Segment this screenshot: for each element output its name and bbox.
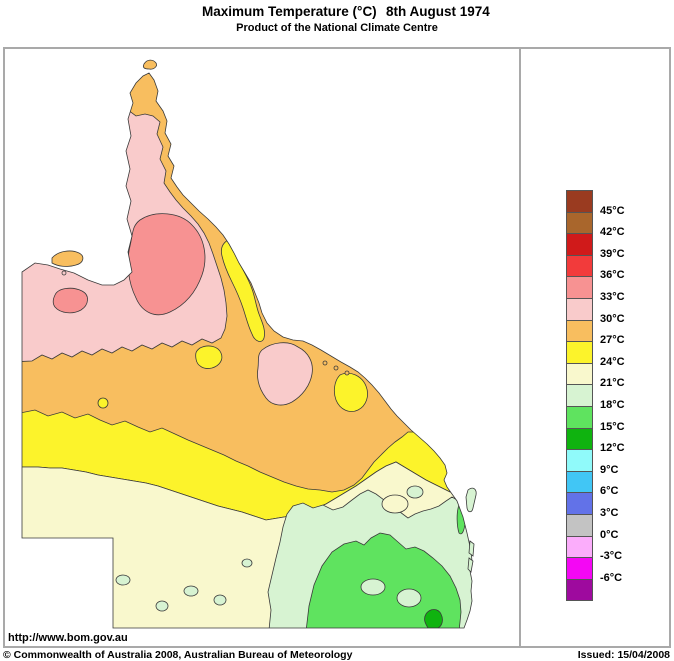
region-18-21-blob (241, 558, 253, 568)
legend-label: 15°C (600, 420, 625, 433)
legend-label: 36°C (600, 269, 625, 282)
region-24-27-dot (97, 397, 109, 409)
region-21-24-hole (381, 494, 409, 514)
region-18-21-blob (406, 485, 424, 499)
legend-swatch (566, 254, 593, 278)
legend-label: 0°C (600, 528, 619, 541)
legend-swatch (566, 535, 593, 559)
region-24-27-coastal-snake (220, 239, 265, 342)
legend-swatch (566, 514, 593, 537)
temperature-legend: 45°C 42°C 39°C 36°C 33°C 30°C 27°C 24°C 21°C 18°C… (566, 190, 674, 610)
region-18-21-blob (213, 594, 227, 606)
legend-label: 24°C (600, 355, 625, 368)
region-33-36-west (52, 287, 88, 314)
region-24-27-patch (333, 372, 368, 412)
footer-issued-date: Issued: 15/04/2008 (577, 649, 670, 661)
page-title: Maximum Temperature (°C) (202, 4, 377, 19)
legend-label: 42°C (600, 226, 625, 239)
legend-label: 6°C (600, 485, 619, 498)
legend-divider (519, 47, 521, 648)
legend-swatch (566, 427, 593, 451)
legend-label: -3°C (600, 550, 623, 563)
legend-label: 12°C (600, 442, 625, 455)
legend-swatch (566, 233, 593, 256)
region-18-21-blob (155, 600, 169, 612)
legend-label: 33°C (600, 291, 625, 303)
region-33-36-central (127, 213, 206, 316)
footer-url[interactable]: http://www.bom.gov.au (8, 632, 128, 644)
legend-label: 3°C (600, 507, 619, 519)
legend-swatch (566, 449, 593, 472)
legend-label: 30°C (600, 312, 625, 325)
legend-swatch (566, 319, 593, 343)
legend-swatch (566, 470, 593, 494)
region-12-15 (424, 609, 443, 628)
region-24-27-patch (195, 345, 223, 369)
legend-swatch (566, 384, 593, 407)
legend-swatch (566, 341, 593, 364)
legend-swatch (566, 211, 593, 235)
island-whitsunday (344, 370, 350, 376)
region-18-21-blob (183, 585, 199, 597)
page-subtitle: Product of the National Climate Centre (236, 22, 438, 34)
region-15-18-coastal (456, 504, 466, 535)
legend-swatch (566, 492, 593, 515)
legend-label: 21°C (600, 377, 625, 390)
region-30-33-island (257, 342, 313, 406)
island-whitsunday (333, 365, 339, 371)
legend-label: 9°C (600, 463, 619, 476)
island-whitsunday (322, 360, 328, 366)
page-date: 8th August 1974 (386, 4, 490, 19)
island-dot (61, 270, 67, 276)
legend-swatch (566, 276, 593, 299)
legend-swatch (566, 406, 593, 429)
island-moreton (468, 540, 475, 557)
legend-label: 27°C (600, 334, 625, 347)
region-18-21-hole (396, 588, 422, 608)
island-stradbroke (467, 557, 474, 573)
island-mornington (51, 250, 84, 267)
legend-swatch (566, 557, 593, 580)
legend-swatch (566, 298, 593, 321)
legend-label: 45°C (600, 204, 625, 217)
legend-label: -6°C (600, 571, 623, 584)
legend-label: 18°C (600, 399, 625, 411)
region-18-21-hole (360, 578, 386, 596)
legend-label: 39°C (600, 247, 625, 260)
island-fraser (465, 487, 477, 513)
legend-swatch (566, 362, 593, 386)
footer-copyright: © Commonwealth of Australia 2008, Austra… (3, 649, 353, 661)
island-tip (142, 59, 157, 70)
legend-swatch (566, 578, 593, 602)
region-18-21-blob (115, 574, 131, 586)
legend-swatch (566, 190, 593, 213)
